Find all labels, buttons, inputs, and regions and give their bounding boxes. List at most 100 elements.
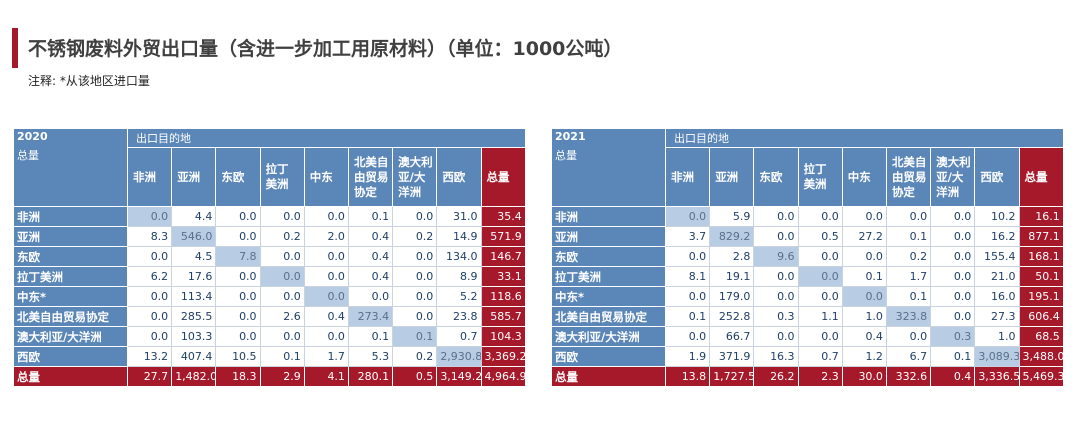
data-row: 澳大利亚/大洋洲 0.0 66.7 0.0 0.0 0.4 0.0 0.3 1.0 68.5: [551, 326, 1064, 347]
column-header: 总量: [1018, 147, 1064, 207]
year: 2020: [17, 130, 48, 143]
cell: 0.0: [753, 286, 799, 307]
cell: 273.4: [347, 306, 394, 327]
cell: 0.0: [303, 266, 349, 287]
cell: 0.0: [126, 286, 173, 307]
cell: 0.0: [797, 246, 843, 267]
cell: 0.2: [885, 246, 932, 267]
cell: 0.2: [392, 226, 438, 247]
cell: 0.1: [259, 346, 305, 367]
cell: 1.7: [303, 346, 349, 367]
cell: 0.4: [347, 226, 394, 247]
cell: 0.7: [797, 346, 843, 367]
row-header: 北美自由贸易协定: [551, 306, 666, 327]
row-header: 亚洲: [13, 226, 128, 247]
cell: 1.1: [797, 306, 843, 327]
column-header: 总量: [480, 147, 526, 207]
cell: 9.6: [753, 246, 799, 267]
cell: 0.4: [347, 246, 394, 267]
row-header: 拉丁美洲: [551, 266, 666, 287]
column-header-text: 北美自由贸易协定: [891, 154, 927, 199]
cell: 2.8: [709, 246, 755, 267]
cell: 0.0: [259, 266, 305, 287]
cell: 168.1: [1018, 246, 1064, 267]
column-header: 东欧: [753, 147, 799, 207]
cell: 407.4: [171, 346, 217, 367]
cell: 0.0: [259, 206, 305, 227]
cell: 0.0: [392, 266, 438, 287]
cell: 1,727.5: [709, 366, 755, 387]
cell: 0.0: [303, 326, 349, 347]
column-header-text: 中东: [847, 169, 871, 184]
cell: 0.1: [885, 226, 932, 247]
cell: 104.3: [480, 326, 526, 347]
cell: 0.0: [392, 286, 438, 307]
cell: 5.3: [347, 346, 394, 367]
cell: 179.0: [709, 286, 755, 307]
destination-label: 出口目的地: [127, 128, 526, 148]
row-header: 非洲: [551, 206, 666, 227]
cell: 4.5: [171, 246, 217, 267]
cell: 0.0: [215, 226, 261, 247]
column-header-text: 澳大利亚/大洋洲: [398, 154, 433, 199]
cell: 35.4: [480, 206, 526, 227]
cell: 0.2: [392, 346, 438, 367]
column-header-text: 亚洲: [715, 169, 739, 184]
column-header-text: 东欧: [759, 169, 783, 184]
row-header: 东欧: [551, 246, 666, 267]
row-header: 总量: [551, 366, 666, 387]
data-row: 中东* 0.0 179.0 0.0 0.0 0.0 0.1 0.0 16.0 195.1: [551, 286, 1064, 307]
row-header: 中东*: [551, 286, 666, 307]
cell: 26.2: [753, 366, 799, 387]
column-header: 亚洲: [171, 147, 217, 207]
column-header-text: 西欧: [980, 169, 1004, 184]
cell: 0.0: [753, 226, 799, 247]
total-label: 总量: [17, 149, 39, 162]
cell: 14.9: [436, 226, 482, 247]
cell: 1.0: [841, 306, 887, 327]
cell: 0.0: [930, 246, 976, 267]
cell: 155.4: [974, 246, 1020, 267]
cell: 285.5: [171, 306, 217, 327]
cell: 10.2: [974, 206, 1020, 227]
cell: 0.1: [392, 326, 438, 347]
row-header: 北美自由贸易协定: [13, 306, 128, 327]
cell: 0.0: [303, 286, 349, 307]
corner-cell: 2020 总量: [13, 128, 128, 207]
cell: 3.7: [664, 226, 711, 247]
cell: 23.8: [436, 306, 482, 327]
cell: 13.2: [126, 346, 173, 367]
data-row: 非洲 0.0 4.4 0.0 0.0 0.0 0.1 0.0 31.0 35.4: [13, 206, 526, 227]
cell: 0.0: [303, 246, 349, 267]
cell: 0.0: [126, 306, 173, 327]
cell: 146.7: [480, 246, 526, 267]
cell: 8.3: [126, 226, 173, 247]
cell: 0.0: [930, 306, 976, 327]
row-header: 西欧: [13, 346, 128, 367]
cell: 0.0: [126, 246, 173, 267]
column-header-text: 亚洲: [177, 169, 201, 184]
cell: 3,336.5: [974, 366, 1020, 387]
cell: 3,149.2: [436, 366, 482, 387]
row-header: 东欧: [13, 246, 128, 267]
cell: 0.4: [841, 326, 887, 347]
cell: 16.1: [1018, 206, 1064, 227]
cell: 4.1: [303, 366, 349, 387]
cell: 0.0: [753, 326, 799, 347]
cell: 0.3: [753, 306, 799, 327]
column-header-text: 北美自由贸易协定: [353, 154, 389, 199]
data-row: 亚洲 8.3 546.0 0.0 0.2 2.0 0.4 0.2 14.9 571.9: [13, 226, 526, 247]
cell: 0.0: [392, 306, 438, 327]
cell: 16.2: [974, 226, 1020, 247]
cell: 7.8: [215, 246, 261, 267]
cell: 4.4: [171, 206, 217, 227]
cell: 0.1: [664, 306, 711, 327]
data-row: 东欧 0.0 4.5 7.8 0.0 0.0 0.4 0.0 134.0 146.7: [13, 246, 526, 267]
cell: 3,488.0: [1018, 346, 1064, 367]
cell: 5.2: [436, 286, 482, 307]
cell: 0.0: [930, 226, 976, 247]
cell: 50.1: [1018, 266, 1064, 287]
cell: 0.0: [259, 286, 305, 307]
cell: 0.0: [126, 206, 173, 227]
corner-cell: 2021 总量: [551, 128, 666, 207]
